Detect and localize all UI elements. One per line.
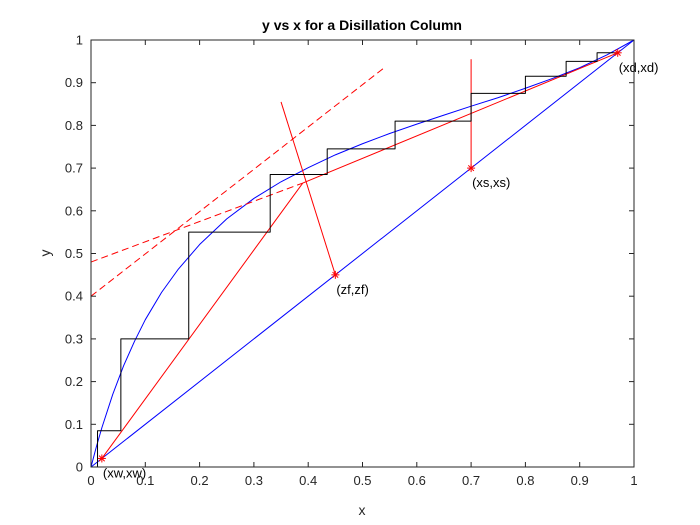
x-tick-label: 0.1 [136, 473, 154, 488]
y-tick-label: 0.8 [65, 118, 83, 133]
x-axis-ticks: 0 0.1 0.2 0.3 0.4 0.5 0.6 0.7 0.8 0.9 1 [87, 40, 638, 488]
series-rectifying-operating-line [302, 52, 618, 184]
y-tick-label: 0.2 [65, 374, 83, 389]
series-q-line [280, 101, 336, 275]
series-stages [97, 52, 618, 467]
x-tick-label: 1 [630, 473, 637, 488]
points-layer: (xw,xw) (zf,zf) (xs,xs) (xd,xd) [97, 48, 659, 480]
point-label: (xs,xs) [472, 175, 510, 190]
series-layer [90, 39, 635, 468]
point-label: (xd,xd) [619, 60, 659, 75]
point-marker [97, 454, 106, 463]
y-axis-label: y [37, 250, 53, 257]
point-marker [613, 48, 622, 57]
point-marker [467, 164, 476, 173]
y-tick-label: 0 [76, 460, 83, 475]
x-tick-label: 0.5 [353, 473, 371, 488]
point-label: (xw,xw) [103, 465, 146, 480]
y-tick-label: 0.1 [65, 417, 83, 432]
y-tick-label: 0.7 [65, 161, 83, 176]
chart-title: y vs x for a Disillation Column [262, 17, 462, 33]
x-tick-label: 0.8 [516, 473, 534, 488]
x-tick-label: 0.2 [191, 473, 209, 488]
series-stripping-operating-line [101, 182, 304, 459]
x-tick-label: 0.3 [245, 473, 263, 488]
point-label: (zf,zf) [336, 282, 369, 297]
point-marker [331, 270, 340, 279]
x-axis-label: x [359, 502, 366, 518]
y-tick-label: 1 [76, 33, 83, 48]
y-tick-label: 0.6 [65, 203, 83, 218]
x-tick-label: 0.4 [299, 473, 317, 488]
x-tick-label: 0 [87, 473, 94, 488]
y-tick-label: 0.5 [65, 246, 83, 261]
series-diagonal [90, 39, 635, 468]
x-tick-label: 0.9 [571, 473, 589, 488]
y-axis-ticks: 0 0.1 0.2 0.3 0.4 0.5 0.6 0.7 0.8 0.9 1 [65, 33, 634, 475]
y-tick-label: 0.3 [65, 331, 83, 346]
x-tick-label: 0.7 [462, 473, 480, 488]
x-tick-label: 0.6 [408, 473, 426, 488]
y-tick-label: 0.9 [65, 75, 83, 90]
y-tick-label: 0.4 [65, 289, 83, 304]
series-stripping-extension [90, 67, 385, 297]
series-rectifying-extension [90, 182, 303, 263]
